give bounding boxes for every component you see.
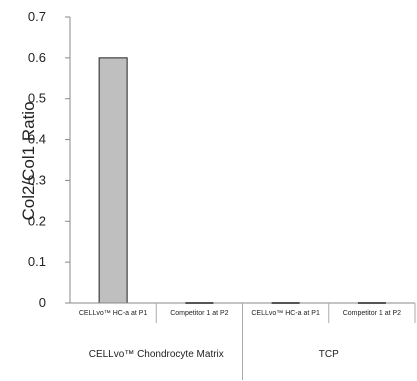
y-tick-label: 0.3 xyxy=(28,172,46,187)
y-tick-label: 0 xyxy=(39,295,46,310)
y-tick-label: 0.2 xyxy=(28,213,46,228)
category-labels: CELLvo™ HC-a at P1 Competitor 1 at P2 CELL… xyxy=(79,310,401,317)
bars xyxy=(98,57,386,304)
bar xyxy=(98,57,128,304)
y-tick-label: 0.4 xyxy=(28,132,46,147)
category-label: CELLvo™ HC-a at P1 xyxy=(251,310,320,317)
y-tick-label: 0.7 xyxy=(28,9,46,24)
y-tick-label: 0.1 xyxy=(28,254,46,269)
axes xyxy=(69,17,416,380)
category-label: Competitor 1 at P2 xyxy=(343,310,401,317)
category-label: Competitor 1 at P2 xyxy=(170,310,228,317)
group-label: CELLvo™ Chondrocyte Matrix xyxy=(89,349,224,360)
y-axis-title: Col2/Col1 Ratio xyxy=(19,101,38,220)
category-label: CELLvo™ HC-a at P1 xyxy=(79,310,148,317)
y-tick-label: 0.6 xyxy=(28,50,46,65)
group-labels: CELLvo™ Chondrocyte Matrix TCP xyxy=(89,349,339,360)
y-tick-label: 0.5 xyxy=(28,91,46,106)
group-label: TCP xyxy=(319,349,339,360)
y-axis-ticks: 0 0.1 0.2 0.3 0.4 0.5 0.6 0.7 xyxy=(28,9,70,310)
